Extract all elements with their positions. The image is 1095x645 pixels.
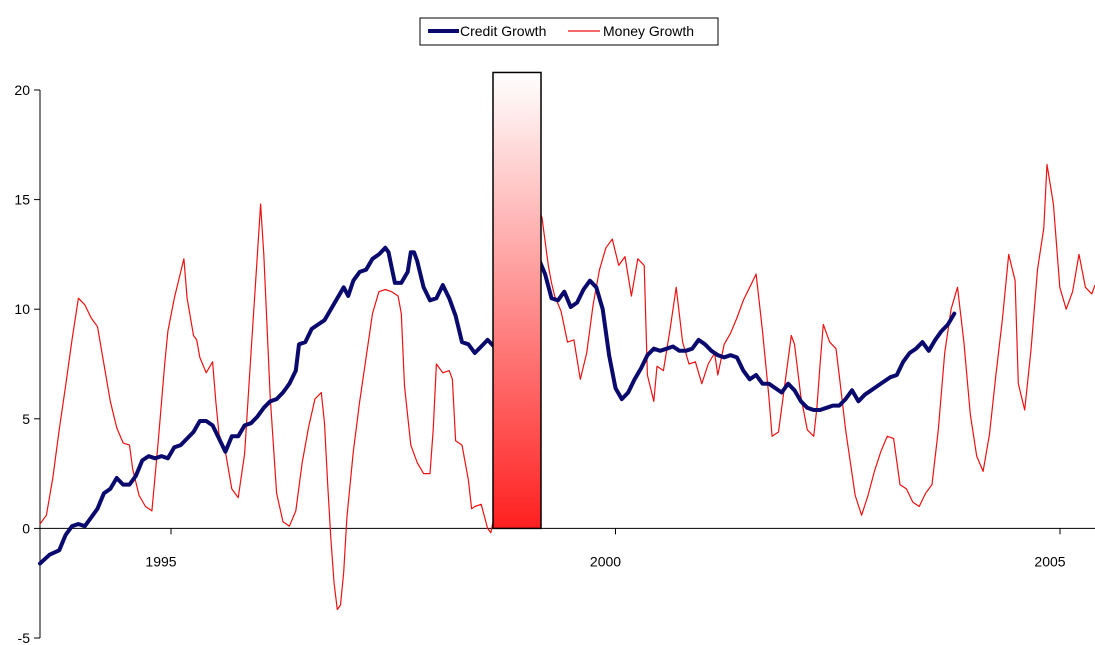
y-tick-label: 5 [22, 411, 30, 427]
shaded-region [492, 71, 542, 530]
y-tick-label: 0 [22, 520, 30, 536]
shaded-band [492, 71, 542, 530]
y-tick-label: 10 [14, 301, 30, 317]
legend: Credit Growth Money Growth [419, 17, 719, 46]
series-group [38, 163, 1095, 611]
series-line-money-growth [39, 163, 1095, 611]
legend-label-credit-growth: Credit Growth [460, 23, 546, 39]
y-tick-label: -5 [18, 630, 31, 645]
y-tick-label: 20 [14, 82, 30, 98]
x-tick-label: 1995 [145, 553, 176, 569]
x-tick-label: 2005 [1034, 553, 1065, 569]
series-line-credit-growth [38, 245, 957, 566]
legend-label-money-growth: Money Growth [603, 23, 694, 39]
x-tick-label: 2000 [590, 553, 621, 569]
axes: -5 0 5 10 15 20 1995 2000 2005 [14, 82, 1095, 645]
y-tick-label: 15 [14, 192, 30, 208]
